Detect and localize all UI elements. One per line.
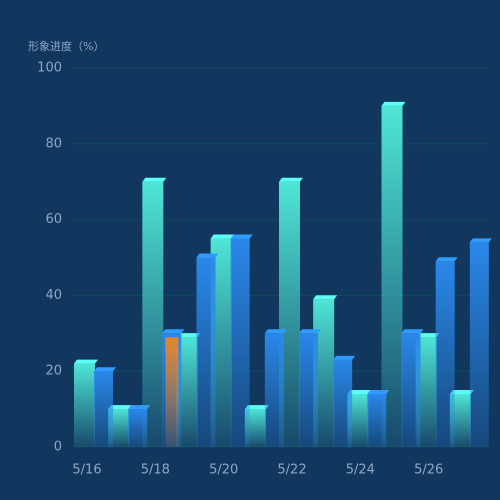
bar-cap xyxy=(279,177,303,182)
bar xyxy=(196,257,216,447)
bar xyxy=(264,333,284,447)
bar xyxy=(401,333,421,447)
bar-cap xyxy=(435,257,458,262)
bar xyxy=(367,393,387,447)
y-axis-label: 形象进度（%） xyxy=(28,39,104,53)
x-tick-label: 5/18 xyxy=(141,463,170,478)
bar-cap xyxy=(142,177,167,182)
bar-cap xyxy=(449,389,474,394)
bar xyxy=(449,393,471,447)
bar-cap xyxy=(401,329,424,334)
bar xyxy=(176,337,198,447)
bar-cap xyxy=(162,329,185,334)
bar-cap xyxy=(313,295,338,300)
bar xyxy=(313,299,335,447)
bar-cap xyxy=(196,253,219,258)
bar-cap xyxy=(299,329,321,334)
y-tick-label: 40 xyxy=(45,288,62,303)
bar-cap xyxy=(415,333,440,338)
bar-cap xyxy=(230,234,253,239)
bar xyxy=(347,393,369,447)
bar-cap xyxy=(367,389,390,394)
x-tick-label: 5/26 xyxy=(414,463,443,478)
y-tick-label: 0 xyxy=(54,440,62,455)
bar xyxy=(74,363,95,447)
bar xyxy=(128,409,148,447)
bar-cap xyxy=(381,101,406,106)
x-tick-label: 5/20 xyxy=(209,463,238,478)
y-tick-label: 60 xyxy=(45,212,62,227)
bar-cap xyxy=(347,389,372,394)
bar xyxy=(108,409,130,447)
bar xyxy=(333,359,353,447)
bar xyxy=(435,261,455,447)
bar xyxy=(381,105,403,448)
bar-cap xyxy=(210,234,235,239)
bar-highlight xyxy=(165,337,179,447)
bar-cap xyxy=(108,405,133,410)
bar-cap xyxy=(74,359,98,364)
bar-cap xyxy=(264,329,287,334)
bar-cap xyxy=(94,367,116,372)
bar xyxy=(210,238,232,447)
bar xyxy=(94,371,113,447)
bar xyxy=(142,181,164,447)
bar-cap xyxy=(469,238,492,243)
y-tick-label: 100 xyxy=(37,61,62,76)
bar xyxy=(415,337,437,447)
bar xyxy=(279,181,300,447)
x-tick-label: 5/16 xyxy=(72,463,101,478)
y-tick-label: 80 xyxy=(45,136,62,151)
bar-cap xyxy=(128,405,151,410)
bar xyxy=(469,242,489,447)
x-tick-label: 5/22 xyxy=(277,463,306,478)
bar xyxy=(230,238,250,447)
bar-cap xyxy=(176,333,201,338)
bar-cap xyxy=(333,355,356,360)
bar-cap xyxy=(244,405,269,410)
bar xyxy=(244,409,266,447)
x-tick-label: 5/24 xyxy=(346,463,375,478)
bar xyxy=(299,333,318,447)
y-tick-label: 20 xyxy=(45,364,62,379)
